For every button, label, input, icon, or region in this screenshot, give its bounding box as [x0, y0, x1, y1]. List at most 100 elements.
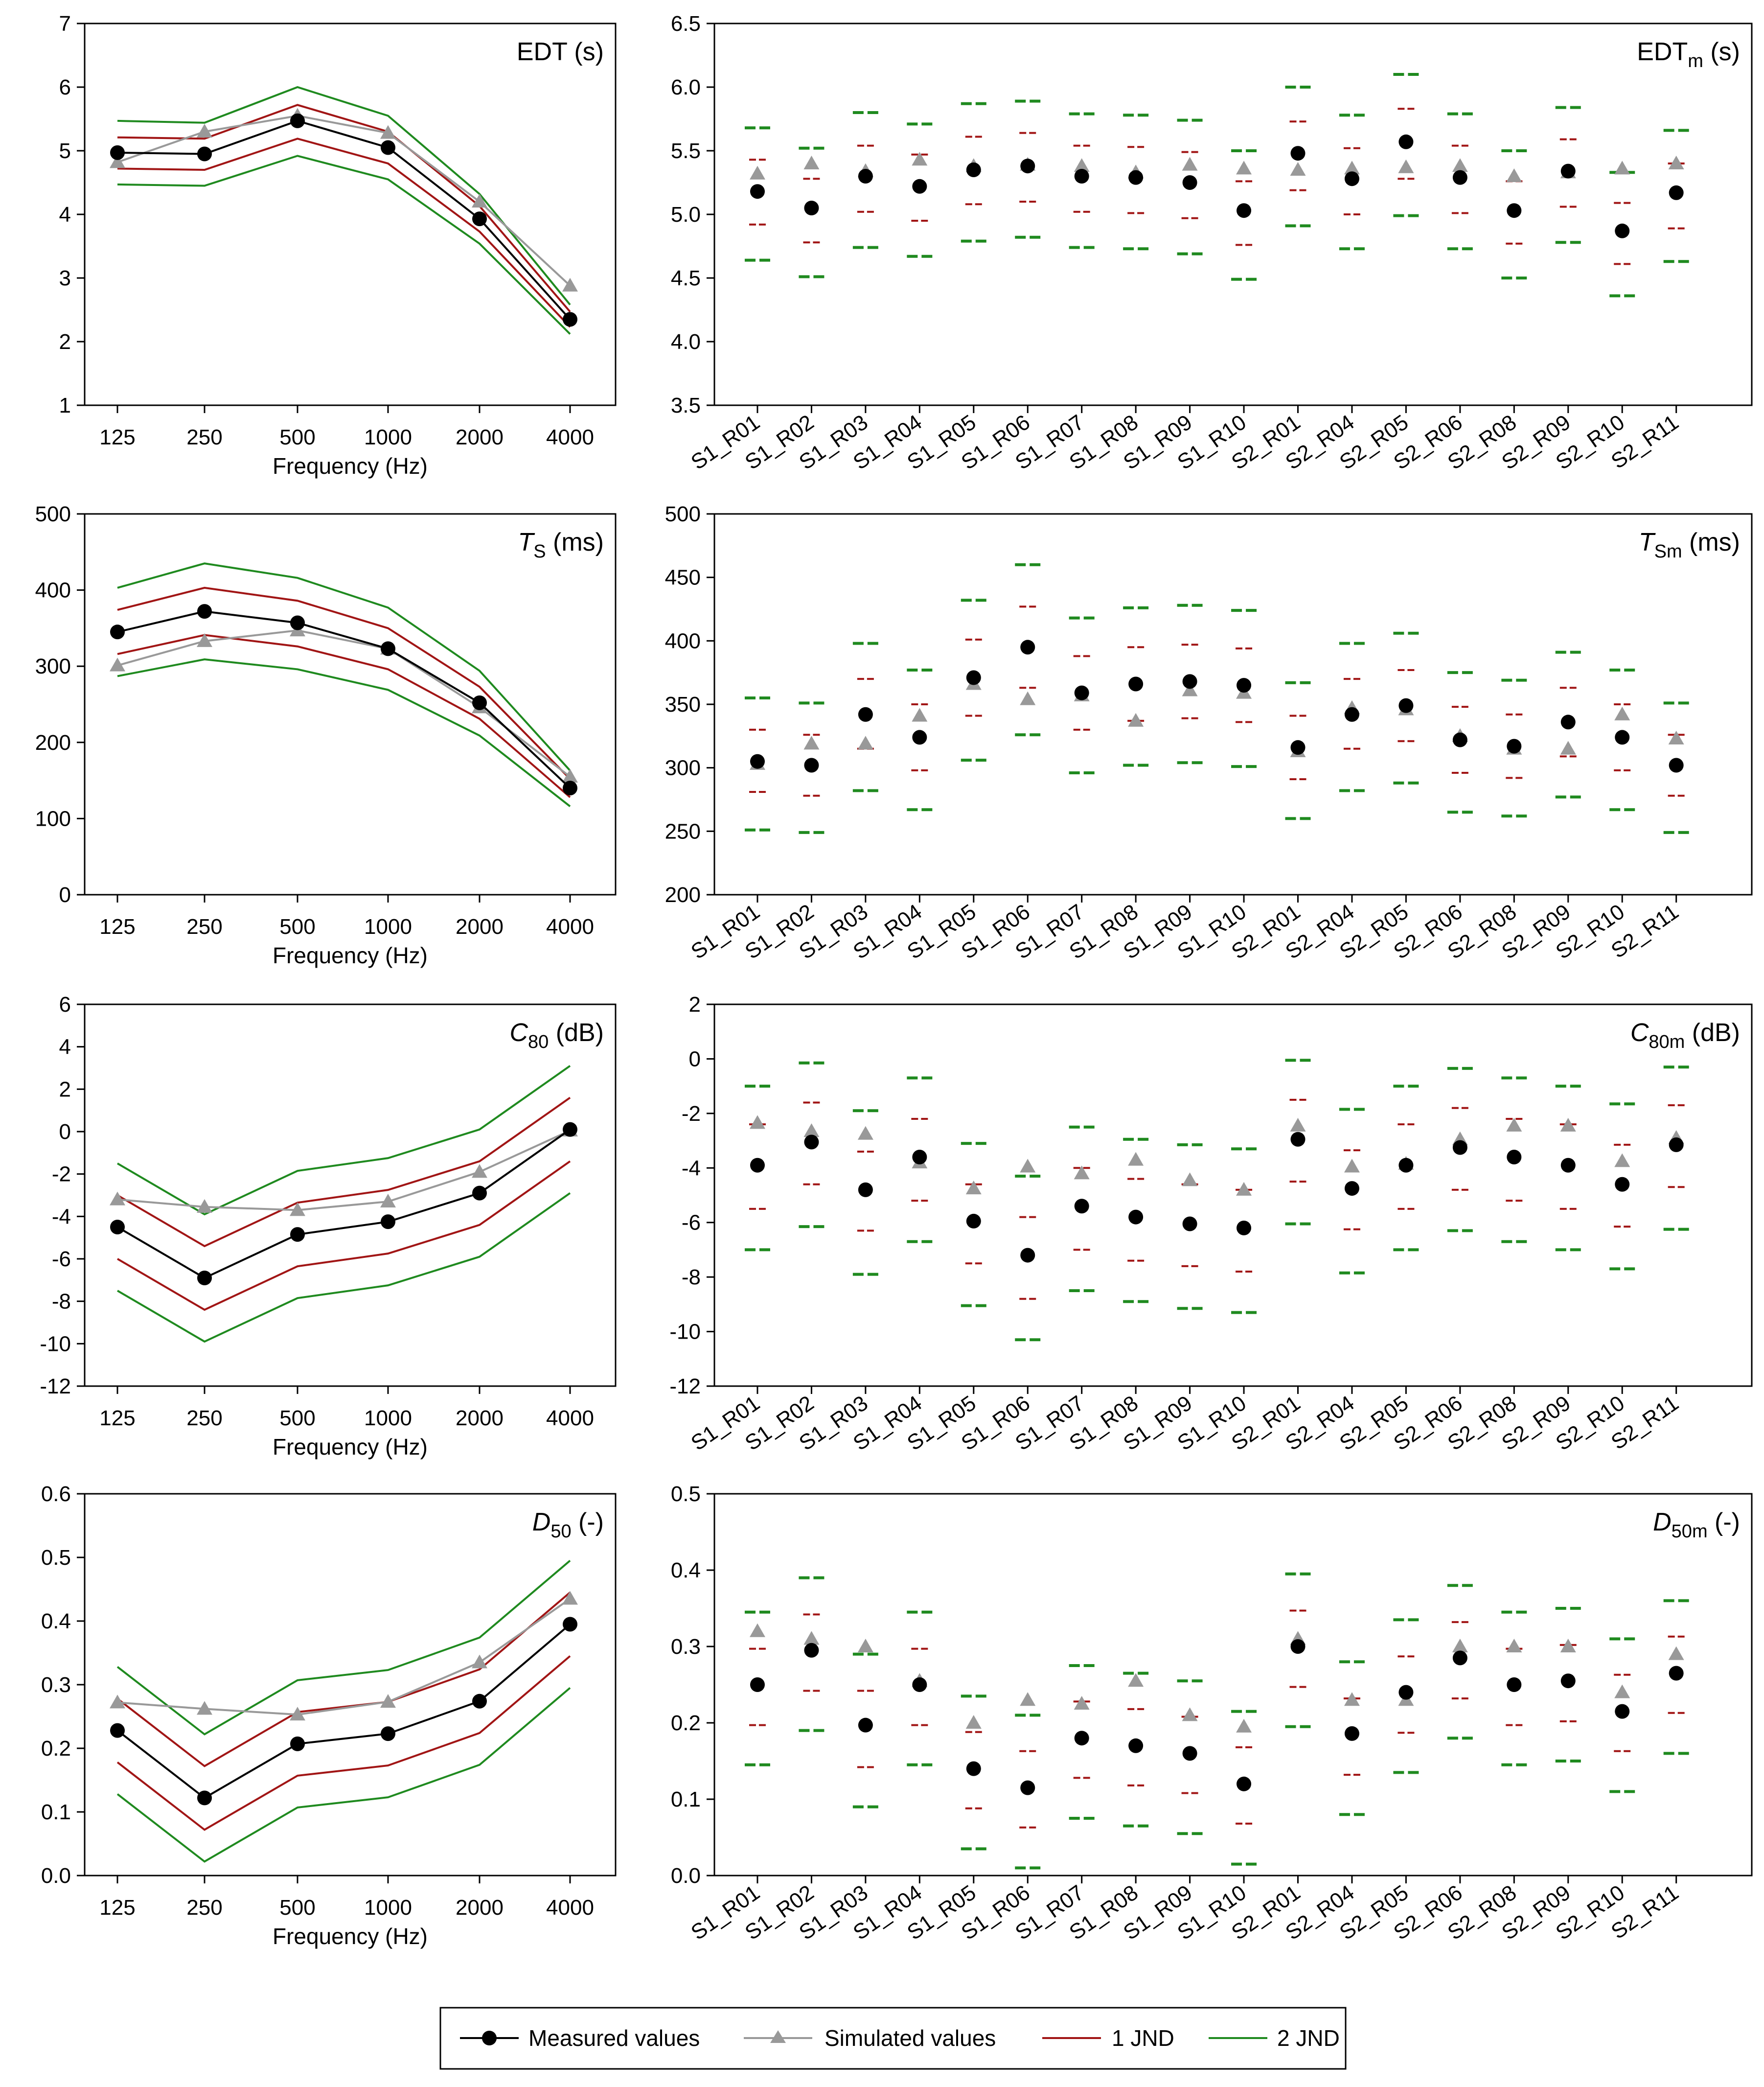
- legend-simulated-marker: [770, 2030, 786, 2043]
- simulated-point: [110, 1191, 125, 1206]
- measured-point: [563, 1122, 577, 1137]
- x-tick-label: 4000: [546, 915, 594, 939]
- x-tick-label: 125: [99, 1406, 135, 1430]
- y-tick-label: 0.5: [671, 1482, 701, 1506]
- simulated-point: [1128, 1673, 1144, 1687]
- simulated-point: [857, 736, 873, 750]
- y-tick-label: 4: [59, 203, 71, 227]
- simulated-point: [1074, 158, 1090, 172]
- edt-freq-panel: 1 2 3 4 5 6 7 125 250 500 1000 2000 4000 Frequency (H…: [59, 12, 617, 479]
- x-tick-label: 125: [99, 1896, 135, 1920]
- x-tick-label: 250: [186, 915, 222, 939]
- measured-point: [1344, 1726, 1359, 1741]
- x-tick-label: 500: [279, 1896, 315, 1920]
- simulated-point: [1074, 1165, 1090, 1180]
- measured-point: [1074, 169, 1089, 184]
- legend-simulated-label: Simulated values: [825, 2025, 996, 2051]
- measured-point: [1669, 185, 1684, 200]
- simulated-point: [1668, 1646, 1684, 1660]
- simulated-point: [197, 633, 212, 647]
- simulated-point: [912, 708, 928, 722]
- simulated-point: [1344, 161, 1360, 175]
- measured-point: [1237, 1776, 1252, 1791]
- simulated-point: [1668, 731, 1684, 745]
- legend-item-jnd1: 1 JND: [1042, 2025, 1174, 2051]
- measured-point: [1182, 1746, 1197, 1761]
- y-tick-label: 4.5: [671, 266, 701, 290]
- measured-point: [858, 1182, 873, 1197]
- measured-point: [197, 1790, 212, 1806]
- ts-pos-panel: 200250300350400450500S1_R01S1_R02S1_R03S…: [665, 502, 1753, 964]
- simulated-point: [197, 1701, 212, 1715]
- y-tick-label: -2: [52, 1162, 71, 1186]
- measured-point: [1128, 676, 1144, 692]
- y-tick-label: 7: [59, 12, 71, 36]
- simulated-point: [857, 1639, 873, 1652]
- measured-point: [1398, 1685, 1414, 1700]
- c80-freq-panel: -12 -10 -8 -6 -4 -2 0 2 4 6 125 250 500 1000 2000 4000 F…: [40, 993, 617, 1460]
- simulated-point: [1506, 1639, 1522, 1652]
- simulated-point: [1614, 706, 1630, 720]
- simulated-point: [1020, 1692, 1036, 1706]
- simulated-point: [1290, 1117, 1306, 1132]
- measured-point: [1615, 223, 1630, 238]
- legend-measured-marker: [482, 2031, 497, 2045]
- x-tick-label: 1000: [364, 1406, 412, 1430]
- measured-point: [1290, 740, 1306, 755]
- measured-point: [290, 113, 305, 128]
- simulated-point: [1344, 1159, 1360, 1173]
- simulated-point: [197, 1199, 212, 1213]
- measured-point: [1290, 1132, 1306, 1147]
- measured-point: [858, 169, 873, 184]
- simulated-point: [290, 1707, 305, 1721]
- y-tick-label: 450: [665, 566, 701, 590]
- simulated-point: [1560, 741, 1576, 755]
- series-line-jnd1: [116, 1097, 571, 1248]
- y-tick-label: 0.2: [41, 1737, 71, 1761]
- simulated-point: [1182, 682, 1198, 696]
- measured-point: [1344, 1181, 1359, 1196]
- edt-freq-frame: [84, 23, 617, 406]
- x-tick-label: 500: [279, 425, 315, 449]
- y-tick-label: 0: [59, 1120, 71, 1144]
- simulated-point: [1506, 1117, 1522, 1132]
- x-tick-label: 1000: [364, 425, 412, 449]
- measured-point: [563, 781, 577, 796]
- simulated-point: [562, 768, 578, 783]
- measured-point: [290, 1227, 305, 1242]
- measured-point: [1182, 175, 1197, 190]
- y-tick-label: 3: [59, 266, 71, 290]
- simulated-point: [857, 1126, 873, 1140]
- measured-point: [1128, 1209, 1144, 1225]
- series-line-simulated: [117, 629, 571, 778]
- series-line-jnd1: [116, 1591, 571, 1767]
- y-tick-label: 6: [59, 993, 71, 1017]
- y-tick-label: 200: [35, 731, 71, 755]
- series-line-jnd2: [117, 86, 571, 305]
- panel-title: TS (ms): [518, 528, 604, 562]
- y-tick-label: -6: [682, 1211, 701, 1235]
- measured-point: [1182, 674, 1197, 689]
- x-axis-label: Frequency (Hz): [273, 1434, 428, 1460]
- measured-point: [1452, 1650, 1467, 1666]
- measured-point: [1507, 739, 1522, 754]
- panel-title: D50 (-): [532, 1508, 604, 1542]
- y-tick-label: -12: [40, 1374, 71, 1398]
- y-tick-label: -2: [682, 1102, 701, 1126]
- measured-point: [804, 1643, 819, 1658]
- measured-point: [966, 162, 981, 177]
- x-tick-label: 1000: [364, 1896, 412, 1920]
- simulated-point: [965, 1181, 982, 1195]
- measured-point: [1128, 1738, 1144, 1753]
- measured-point: [1507, 203, 1522, 218]
- measured-point: [381, 641, 395, 656]
- measured-point: [750, 184, 765, 199]
- y-tick-label: 5: [59, 139, 71, 163]
- ts-freq-panel: 0 100 200 300 400 500 125 250 500 1000 2000 4000 Fre…: [35, 502, 617, 968]
- simulated-point: [912, 152, 928, 166]
- ts-freq-frame: [84, 513, 617, 896]
- y-tick-label: 500: [665, 502, 701, 526]
- measured-point: [472, 1693, 487, 1709]
- simulated-point: [1290, 162, 1306, 176]
- measured-point: [197, 604, 212, 619]
